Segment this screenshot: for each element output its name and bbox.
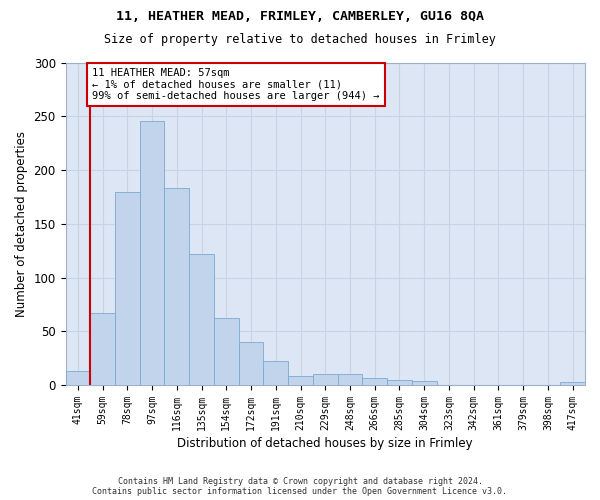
Bar — [164, 188, 189, 385]
Bar — [362, 378, 387, 385]
Bar — [560, 382, 585, 385]
Bar — [90, 313, 115, 385]
Y-axis label: Number of detached properties: Number of detached properties — [15, 131, 28, 317]
Bar — [263, 362, 288, 385]
Bar — [65, 371, 90, 385]
X-axis label: Distribution of detached houses by size in Frimley: Distribution of detached houses by size … — [178, 437, 473, 450]
Bar — [140, 120, 164, 385]
Text: Size of property relative to detached houses in Frimley: Size of property relative to detached ho… — [104, 32, 496, 46]
Bar — [338, 374, 362, 385]
Bar — [313, 374, 338, 385]
Bar — [288, 376, 313, 385]
Bar — [189, 254, 214, 385]
Bar — [115, 192, 140, 385]
Bar — [214, 318, 239, 385]
Bar — [387, 380, 412, 385]
Text: Contains HM Land Registry data © Crown copyright and database right 2024.
Contai: Contains HM Land Registry data © Crown c… — [92, 476, 508, 496]
Text: 11 HEATHER MEAD: 57sqm
← 1% of detached houses are smaller (11)
99% of semi-deta: 11 HEATHER MEAD: 57sqm ← 1% of detached … — [92, 68, 380, 101]
Bar — [239, 342, 263, 385]
Bar — [412, 381, 437, 385]
Text: 11, HEATHER MEAD, FRIMLEY, CAMBERLEY, GU16 8QA: 11, HEATHER MEAD, FRIMLEY, CAMBERLEY, GU… — [116, 10, 484, 23]
